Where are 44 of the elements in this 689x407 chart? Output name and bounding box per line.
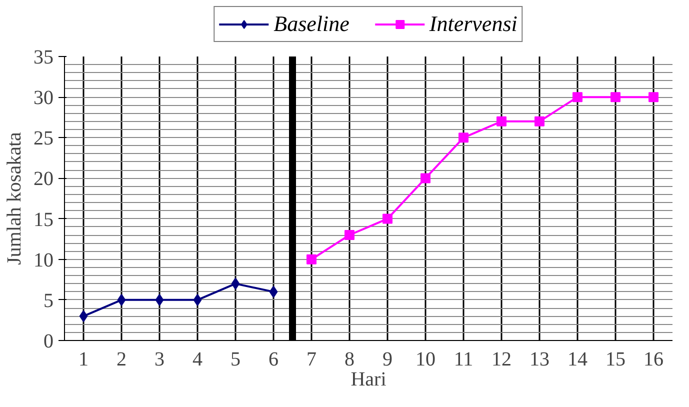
point	[79, 310, 88, 322]
point	[572, 92, 582, 102]
x-tick-label: 13	[530, 348, 550, 370]
x-tick-label: 3	[154, 348, 164, 370]
y-tick-label: 25	[34, 128, 54, 150]
y-tick-label: 0	[44, 330, 54, 352]
x-tick-label: 2	[116, 348, 126, 370]
point	[155, 294, 164, 306]
y-tick-label: 10	[34, 249, 54, 272]
x-tick-label: 1	[78, 348, 88, 370]
point	[117, 294, 126, 306]
legend-label: Baseline	[274, 11, 350, 37]
x-tick-label: 10	[416, 348, 436, 370]
y-tick-label: 35	[34, 46, 54, 68]
y-tick-label: 5	[44, 290, 54, 312]
x-tick-label: 9	[382, 348, 392, 370]
point	[420, 173, 430, 184]
x-tick-label: 11	[454, 348, 474, 370]
x-tick-label: 12	[492, 348, 512, 370]
point	[648, 92, 658, 102]
point	[610, 92, 620, 102]
point	[534, 116, 544, 126]
y-axis-title: Jumlah kosakata	[4, 132, 26, 265]
x-tick-label: 5	[230, 348, 240, 370]
y-tick-label: 15	[34, 208, 54, 231]
y-tick-label: 30	[34, 87, 54, 110]
point	[231, 278, 240, 290]
legend-label: Intervensi	[429, 11, 518, 37]
point	[269, 286, 278, 298]
y-tick-label: 20	[34, 168, 54, 190]
point	[496, 116, 506, 126]
point	[193, 294, 202, 306]
point	[306, 254, 316, 264]
x-tick-label: 16	[644, 348, 664, 370]
x-tick-label: 14	[568, 348, 588, 370]
x-axis-title: Hari	[350, 368, 387, 390]
point	[382, 214, 392, 224]
point	[344, 230, 354, 240]
x-tick-label: 4	[192, 348, 202, 370]
x-tick-label: 6	[268, 348, 278, 370]
point	[458, 132, 468, 143]
x-tick-label: 15	[606, 348, 626, 370]
x-tick-label: 8	[344, 348, 354, 370]
x-tick-label: 7	[306, 348, 316, 370]
